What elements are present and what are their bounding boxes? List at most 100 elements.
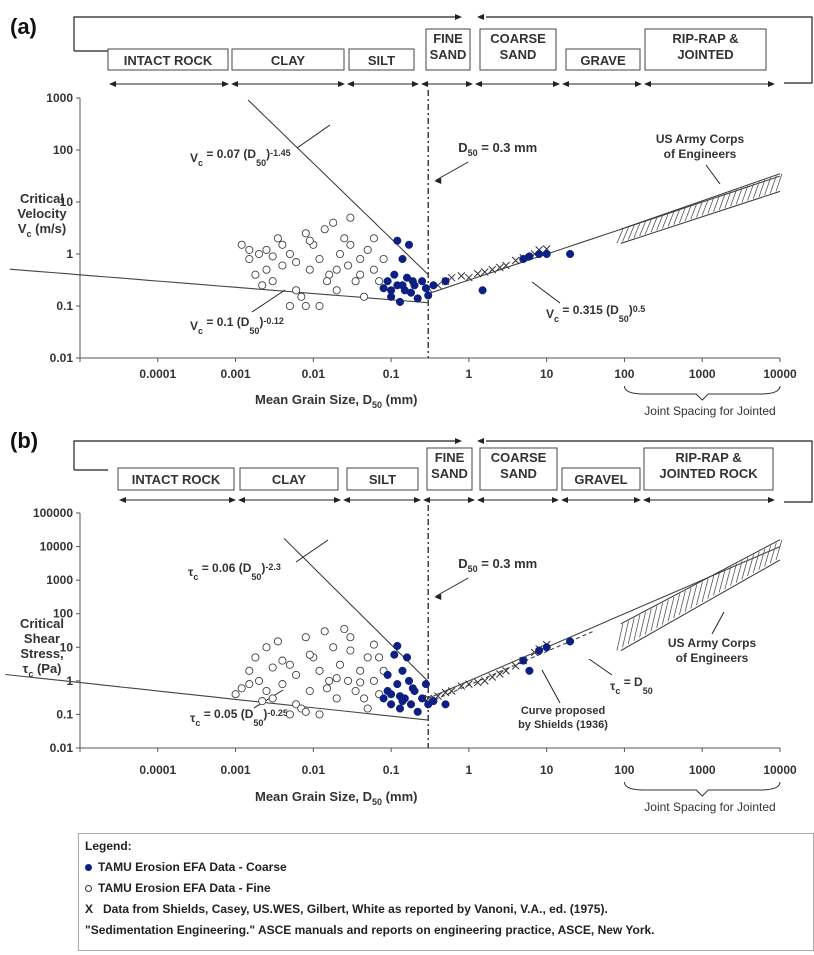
panel-b-coarse-point-24 <box>387 690 396 699</box>
panel-a-coarse-point-6 <box>395 297 405 306</box>
panel-b-fine-point-37 <box>262 686 271 696</box>
panel-a-x-label: Mean Grain Size, D50 (mm) <box>255 392 417 410</box>
panel-b-divider-pointer-head <box>434 594 442 600</box>
panel-a-cross-point-7 <box>480 268 489 276</box>
panel-a-coarse-bracket-arrow <box>477 14 484 20</box>
panel-a-y-tick-label-1: 0.1 <box>56 299 73 313</box>
panel-a-y-label-2: Vc (m/s) <box>18 221 66 239</box>
panel-b-x-tick-label-5: 10 <box>540 763 554 777</box>
panel-b-fine-point-24 <box>351 686 360 696</box>
panel-a-joint-label: Joint Spacing for Jointed <box>644 404 775 418</box>
panel-a-coarse-point-3 <box>390 270 399 279</box>
panel-b-cross-point-4 <box>457 682 466 690</box>
panel-a-fine-point-14 <box>315 254 324 264</box>
panel-b-band-span-left-5 <box>561 497 568 503</box>
panel-b-y-label-2: Stress, <box>20 646 63 661</box>
panel-a-band-span-left-4 <box>475 81 482 87</box>
panel-a-coarse-bracket <box>486 16 813 84</box>
panel-a-coarse-point-16 <box>424 291 433 300</box>
panel-a-fine-point-22 <box>346 240 355 249</box>
legend-cross-label: Data from Shields, Casey, US.WES, Gilber… <box>103 902 608 916</box>
panel-b-fine-point-28 <box>369 676 378 685</box>
panel-a-band-box-2 <box>348 48 415 71</box>
panel-a-x-tick-label-1: 0.001 <box>221 367 251 381</box>
figure: (a) INTACT ROCK CLAY SILT FINE SAND COARSE SAND… <box>5 14 813 814</box>
panel-a-fine-point-32 <box>315 301 324 311</box>
panel-b-band-span-left-3 <box>423 497 430 503</box>
panel-b-band-span-right-6 <box>768 497 775 503</box>
panel-b-fine-point-8 <box>278 680 287 689</box>
panel-a-fit-upper <box>247 99 429 275</box>
panel-a-band-box-3 <box>425 28 471 71</box>
panel-b-cross-point-8 <box>488 673 497 681</box>
panel-a-fine-point-17 <box>329 218 338 227</box>
panel-b-fine-point-42 <box>305 650 314 659</box>
panel-a-fine-bracket <box>73 16 455 51</box>
panel-a-band-span-left-5 <box>562 81 569 87</box>
panel-a-band-label-0: INTACT ROCK <box>124 53 213 68</box>
panel-b-y-tick-label-7: 100000 <box>33 506 73 520</box>
panel-b-army-band-edges <box>620 539 781 651</box>
panel-b-band-box-5 <box>561 467 641 491</box>
legend-item-coarse: TAMU Erosion EFA Data - Coarse <box>85 857 807 878</box>
panel-a-coarse-point-24 <box>566 249 575 259</box>
panel-a-coarse-point-7 <box>398 254 407 264</box>
panel-a-fine-point-37 <box>278 240 287 249</box>
panel-b-fine-point-47 <box>375 653 384 662</box>
panel-b-y-tick-label-2: 1 <box>66 674 73 688</box>
legend: Legend: TAMU Erosion EFA Data - Coarse T… <box>78 833 814 951</box>
panel-a-divider-pointer-head <box>434 178 442 184</box>
panel-b-coarse-point-3 <box>390 650 399 659</box>
panel-b-fine-point-44 <box>258 697 267 706</box>
panel-a-band-span-left-0 <box>109 81 116 87</box>
panel-b-cross-point-11 <box>511 661 520 670</box>
panel-b-x-tick-label-4: 1 <box>466 763 473 777</box>
panel-a-fine-point-7 <box>278 261 287 270</box>
panel-b-fine-point-34 <box>332 674 341 683</box>
panel-a-eq-lower: Vc = 0.1 (D50)-0.12 <box>190 315 284 336</box>
panel-b-fine-point-15 <box>315 666 324 675</box>
panel-b-coarse-point-22 <box>542 643 551 652</box>
panel-b-fit-coarse <box>427 546 781 699</box>
legend-coarse-label: TAMU Erosion EFA Data - Coarse <box>98 860 287 874</box>
panel-b-coarse-point-17 <box>429 697 438 706</box>
panel-a-fine-point-21 <box>344 261 353 270</box>
panel-b-fine-point-39 <box>292 670 301 679</box>
panel-b-x-tick-label-2: 0.01 <box>302 763 326 777</box>
panel-a-fine-point-9 <box>292 286 301 295</box>
panel-b-fine-point-16 <box>320 627 329 636</box>
panel-a-fine-point-8 <box>285 249 294 259</box>
panel-b-x-label: Mean Grain Size, D50 (mm) <box>255 789 417 807</box>
panel-b-coarse-point-0 <box>379 694 388 703</box>
panel-b-fine-point-2 <box>245 666 254 675</box>
panel-a-y-tick-label-4: 100 <box>53 143 73 157</box>
panel-a-x-tick-label-5: 10 <box>540 367 554 381</box>
panel-b-joint-label: Joint Spacing for Jointed <box>644 800 775 814</box>
panel-b-army-line-2: of Engineers <box>676 651 749 665</box>
panel-a-coarse-point-19 <box>478 286 487 295</box>
panel-b-fine-point-1 <box>237 684 246 693</box>
panel-b-fine-point-9 <box>285 660 294 669</box>
panel-b-fine-point-7 <box>273 637 282 646</box>
panel-b-coarse-point-14 <box>418 694 427 703</box>
panel-a-band-box-6 <box>644 28 767 71</box>
panel-a-fine-point-15 <box>320 225 329 234</box>
panel-b-y-label-3: τc (Pa) <box>23 661 62 679</box>
panel-b-fine-point-45 <box>268 663 277 672</box>
legend-reference: "Sedimentation Engineering." ASCE manual… <box>85 923 655 937</box>
panel-b-fine-point-33 <box>315 710 324 719</box>
coarse-marker-icon <box>85 864 92 872</box>
panel-a-band-span-left-2 <box>347 81 354 87</box>
legend-item-fine: TAMU Erosion EFA Data - Fine <box>85 878 807 899</box>
panel-a-fine-point-10 <box>297 292 306 301</box>
panel-a-coarse-point-27 <box>408 277 417 286</box>
panel-a-y-tick-label-0: 0.01 <box>50 351 74 365</box>
panel-a-band-span-right-5 <box>635 81 642 87</box>
panel-b-coarse-point-19 <box>519 656 528 665</box>
panel-b-joint-bracket <box>623 781 781 797</box>
legend-title: Legend: <box>85 839 132 853</box>
panel-b-cross-point-6 <box>473 678 482 687</box>
panel-a-band-span-left-6 <box>644 81 651 87</box>
panel-a-x-tick-label-3: 0.1 <box>383 367 400 381</box>
panel-b-fine-point-38 <box>278 656 287 665</box>
